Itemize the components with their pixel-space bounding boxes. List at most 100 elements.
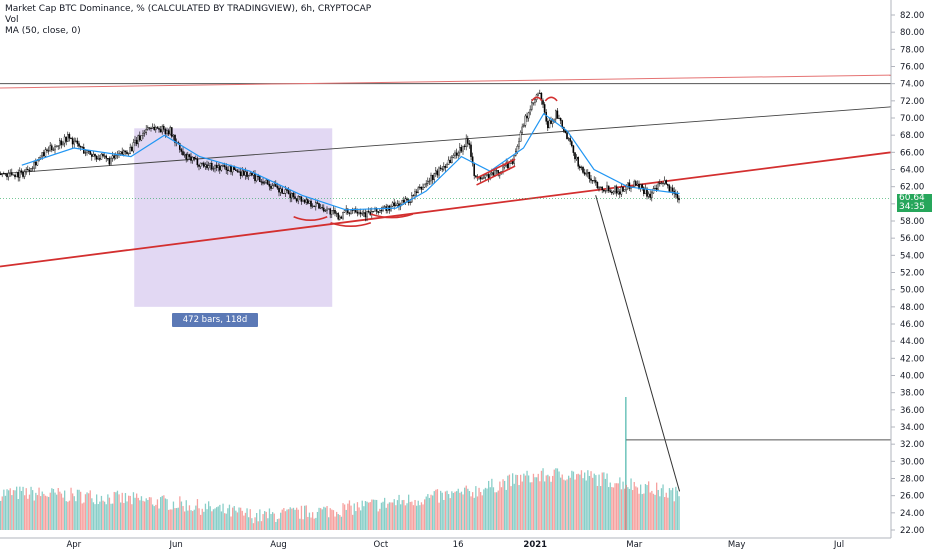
volume-bar	[104, 501, 106, 530]
candle-body	[307, 199, 309, 204]
candle-body	[665, 180, 667, 185]
candle-body	[201, 162, 204, 164]
volume-bar	[216, 507, 218, 530]
candle-body	[663, 180, 666, 184]
candle-body	[348, 212, 351, 214]
volume-bar	[404, 505, 407, 530]
volume-bar	[262, 514, 264, 530]
pattern-arcs	[293, 96, 558, 228]
candle-body	[36, 160, 39, 166]
candle-body	[486, 174, 488, 176]
volume-bar	[254, 517, 256, 530]
volume-bar	[68, 500, 71, 530]
candle-body	[46, 149, 48, 151]
candle-body	[521, 126, 523, 133]
volume-bar	[590, 471, 592, 530]
volume-bar	[134, 497, 136, 530]
volume-bar	[169, 509, 171, 530]
volume-bar	[321, 509, 323, 530]
y-tick-label: 78.00	[900, 45, 924, 55]
legend-ma: MA (50, close, 0)	[5, 26, 81, 36]
date-range-box[interactable]	[134, 128, 333, 307]
candle-body	[369, 211, 372, 215]
candle-body	[593, 180, 595, 182]
volume-bar	[65, 501, 67, 530]
volume-bar	[211, 511, 213, 530]
volume-bar	[483, 489, 485, 530]
volume-bar	[267, 518, 269, 530]
volume-bar	[251, 518, 253, 530]
candle-body	[327, 208, 330, 210]
volume-bar	[448, 494, 450, 530]
candle-body	[473, 162, 476, 176]
candle-body	[567, 138, 570, 140]
candle-body	[19, 170, 21, 178]
volume-bar	[164, 498, 167, 530]
volume-bar	[296, 507, 298, 530]
volume-bar	[225, 513, 227, 530]
candle-body	[331, 210, 333, 215]
candle-body	[647, 193, 650, 197]
volume-bar	[182, 506, 184, 530]
volume-bar	[449, 498, 451, 530]
volume-bar	[352, 514, 354, 530]
candle-body	[220, 165, 223, 171]
time-axis[interactable]: Apr Jun Aug Oct 16 2021 Mar May Jul	[0, 537, 891, 550]
candle-body	[239, 171, 242, 176]
volume-bar	[60, 493, 63, 530]
candle-body	[66, 134, 69, 142]
candle-body	[651, 192, 653, 198]
candle-body	[244, 171, 247, 176]
candle-body	[17, 172, 20, 178]
volume-bar	[529, 482, 531, 530]
volume-bar	[94, 504, 96, 530]
candle-body	[455, 152, 458, 156]
volume-bar	[153, 506, 155, 530]
volume-bar	[536, 477, 538, 530]
volume-bar	[395, 505, 397, 530]
volume-bar	[523, 473, 525, 530]
candle-body	[199, 162, 202, 167]
candle-body	[276, 186, 279, 189]
volume-bar	[208, 501, 210, 530]
candle-body	[508, 163, 511, 169]
volume-bar	[235, 510, 237, 530]
volume-bar	[46, 496, 48, 530]
volume-bar	[1, 496, 3, 530]
candle-body	[57, 145, 59, 147]
volume-bar	[0, 500, 2, 530]
candle-body	[194, 158, 197, 160]
last-price-badge: 60.64 34:35	[897, 194, 932, 212]
volume-bar	[624, 488, 626, 530]
volume-bar	[313, 518, 315, 530]
candle-body	[422, 187, 424, 190]
candle-body	[281, 188, 284, 194]
candle-body	[324, 210, 327, 212]
candle-body	[185, 154, 188, 160]
price-axis[interactable]: 82.00 80.00 78.00 76.00 74.00 72.00 70.00 68.00…	[890, 0, 924, 538]
volume-bar	[512, 473, 514, 530]
volume-bar	[488, 480, 490, 530]
candle-body	[303, 199, 306, 203]
volume-bar	[62, 497, 64, 530]
candle-body	[583, 172, 586, 175]
volume-bar	[243, 515, 245, 530]
volume-bar	[310, 517, 312, 530]
y-tick-label: 42.00	[900, 354, 924, 364]
volume-bar	[534, 477, 536, 530]
candle-body	[550, 120, 552, 124]
candle-body	[379, 210, 381, 213]
volume-bar	[340, 516, 343, 530]
candle-body	[275, 184, 277, 187]
candle-body	[231, 165, 234, 173]
volume-bar	[638, 493, 640, 530]
trendlines	[0, 74, 892, 530]
candle-body	[660, 182, 663, 184]
candle-body	[215, 164, 218, 168]
candle-body	[302, 199, 304, 202]
volume-bar	[315, 517, 317, 530]
candle-body	[308, 200, 311, 204]
candle-body	[142, 133, 144, 136]
volume-bar	[73, 496, 75, 530]
